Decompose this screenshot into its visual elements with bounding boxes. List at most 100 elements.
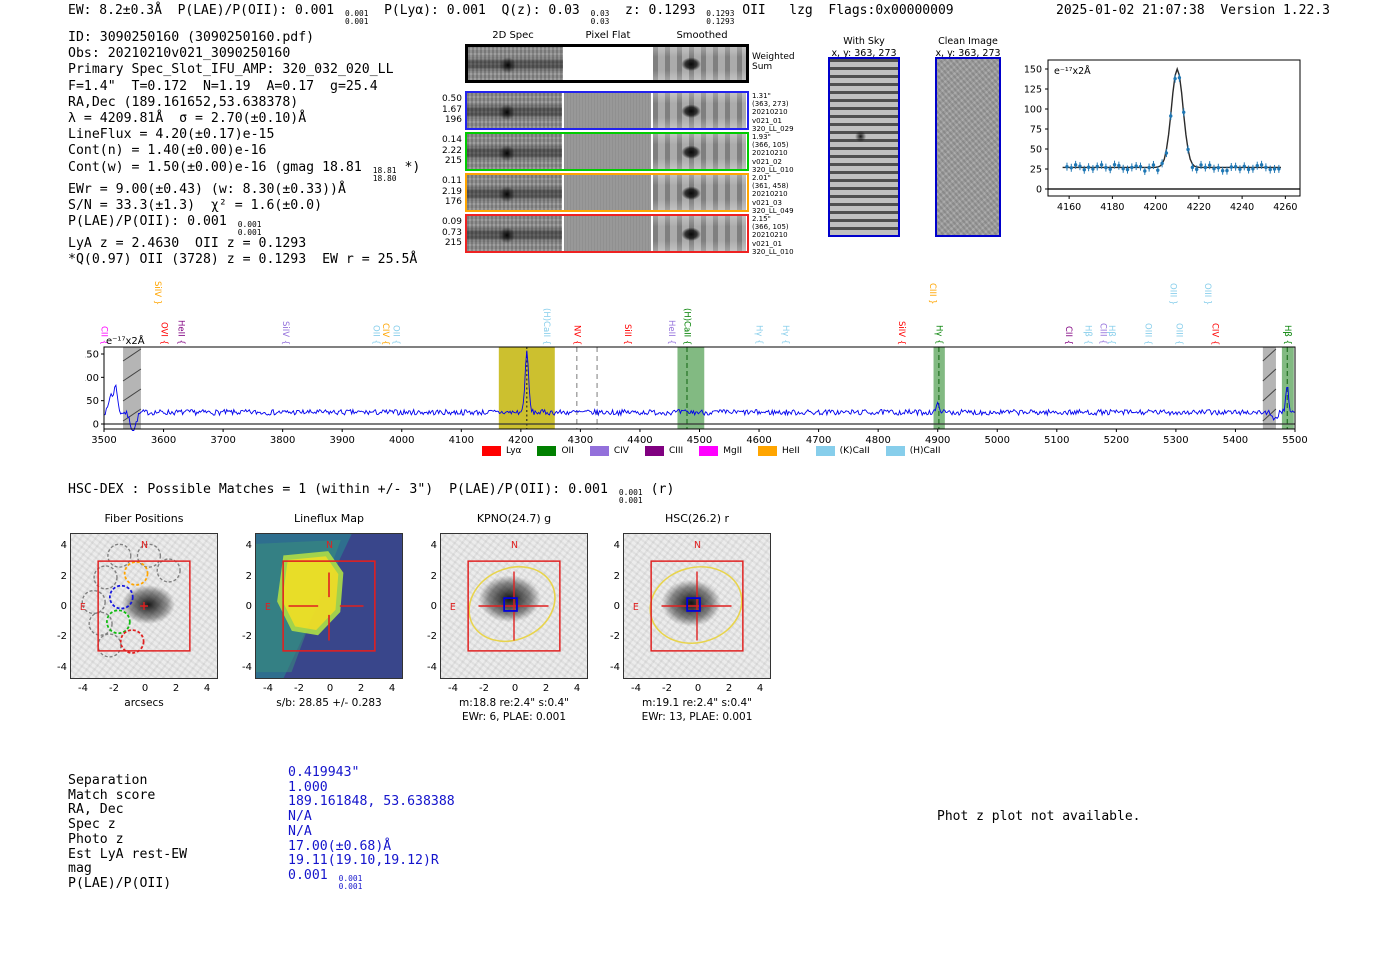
xtick: 4600 [746,435,771,446]
ytick: 50 [1030,145,1042,156]
line-label: SiII { [621,324,632,345]
xtick: 0 [694,683,702,694]
line-label: SiIV } [152,280,163,305]
info-line: Cont(w) = 1.50(±0.00)e-16 (gmag 18.81 18… [68,159,421,183]
meta-line: 320_LL_049 [752,206,794,215]
match-label: mag [68,861,92,877]
catalog-box [503,597,518,612]
xtick: 5300 [1163,435,1188,446]
ytick: -4 [427,661,437,673]
xtick: 4000 [389,435,414,446]
pixel-flat-image [564,47,652,80]
ytick: -2 [242,631,252,643]
info-block: ID: 3090250160 (3090250160.pdf) Obs: 2021… [68,30,420,269]
kpno-captions: m:18.8 re:2.4" s:0.4" EWr: 6, PLAE: 0.001 [414,696,614,724]
xtick: -4 [78,683,88,694]
ytick: 25 [1030,165,1042,176]
caption-line: EWr: 6, PLAE: 0.001 [461,711,567,723]
fiber-row-meta: 1.93" (366, 105) 20210210 v021_02 320_LL_010 [752,133,810,174]
withsky-title: With Sky x, y: 363, 273 [820,36,908,59]
xtick: -2 [109,683,119,694]
lineflux-blob [277,551,344,636]
stacked-uncertainty: 0.03 0.03 [590,9,610,26]
legend-swatch [482,446,501,456]
meta-line: 20210210 [752,108,788,117]
ytick: -4 [242,661,252,673]
line-label: OII { [370,325,381,345]
match-value: 0.419943" [288,765,360,780]
xtick: 4220 [1187,202,1211,213]
line-label: HeII { [175,320,186,345]
main-unit-label: e⁻¹⁷x2Å [106,334,145,347]
xtick: 4240 [1230,202,1254,213]
match-label: P(LAE)/P(OII) [68,875,172,891]
match-label: Est LyA rest-EW [68,846,188,862]
cutout-lineflux-map: Lineflux Map N E 4 2 0 -2 -4 -4 -2 0 2 4 s/b: 28… [235,512,407,709]
info-line: λ = 4209.81Å σ = 2.70(±0.10)Å [68,111,307,127]
caption-line: EWr: 13, PLAE: 0.001 [641,711,753,723]
match-value: N/A [288,823,312,839]
legend-swatch [758,446,778,456]
stacked-uncertainty: 0.1293 0.1293 [706,9,735,26]
legend-item: (H)CaII [885,446,941,456]
clean-image [935,57,1001,237]
compass-north: N [511,540,518,551]
aperture-ellipse [649,566,743,644]
line-label: Hβ { [1106,325,1117,345]
ytick: 50 [86,396,99,407]
smoothed-image [653,47,746,80]
info-line: F=1.4" T=0.172 N=1.19 A=0.17 g=25.4 [68,78,378,94]
meta-line: 20210210 [752,149,788,158]
weight-value: 2.22 [441,145,462,156]
ytick: -2 [57,631,67,643]
ytick: 0 [613,601,620,612]
ytick: -2 [610,631,620,643]
match-value: 1.000 [288,779,328,795]
xtick: 3600 [151,435,176,446]
weight-value: 0.50 [441,94,462,104]
weighted-sum-label: Weighted Sum [752,52,795,72]
ytick: 0 [430,601,437,612]
line-label: OIII { [1173,322,1184,345]
xtick: 0 [326,683,334,694]
lineflux-overlay: N E [256,534,402,678]
crosshair [288,572,364,641]
line-label: OVI { [158,322,169,345]
line-label: Hγ { [753,325,764,345]
line-label: OIII } [1167,282,1178,305]
line-label: SiIV { [280,320,291,345]
match-value: 19.11(19.10,19.12)R [288,853,439,869]
fiber-row-weights: 0.14 2.22 215 [438,135,462,167]
crosshair [661,571,732,641]
caption-line: m:19.1 re:2.4" s:0.4" [642,697,752,709]
meta-line: v021_03 [752,198,782,207]
cutout-title: KPNO(24.7) g [476,512,552,525]
ytick: 100 [1024,105,1042,116]
ytick: 75 [1030,125,1042,136]
line-label: (H)CaII { [681,307,692,345]
info-line: Primary Spec_Slot_IFU_AMP: 320_032_020_L… [68,62,394,78]
xtick: 4300 [568,435,593,446]
spec2d-weighted-row [465,44,749,83]
cutout-hsc-r: HSC(26.2) r N E 4 2 0 -2 -4 -4 -2 0 2 4 m:19.1 r… [603,512,775,723]
xtick: 4800 [865,435,890,446]
legend-item: (K)CaII [815,446,870,456]
info-line: S/N = 33.3(±1.3) χ² = 1.6(±0.0) [68,197,323,213]
xtick: 4 [203,683,211,694]
zoom-unit-label: e⁻¹⁷x2Å [1054,65,1091,77]
match-label: RA, Dec [68,802,124,818]
xtick: 4160 [1057,202,1081,213]
line-label: OIII } [1201,282,1212,305]
legend-label: MgII [723,446,743,456]
compass-east: E [450,602,456,613]
line-fit-zoom-plot: e⁻¹⁷x2Å 0 25 50 75 100 125 150 4160 4180 4200 4220… [1024,59,1301,213]
xtick: -4 [263,683,273,694]
catalog-box [686,597,701,612]
fiber-row-weights: 0.09 0.73 215 [438,217,462,249]
hscdex-heading: HSC-DEX : Possible Matches = 1 (within +… [68,482,675,506]
info-line: Obs: 20210210v021_3090250160 [68,46,291,62]
spec2d-col-title: Smoothed [676,30,728,41]
meta-line: (366, 105) [752,223,789,232]
info-line: RA,Dec (189.161652,53.638378) [68,94,299,110]
meta-line: (363, 273) [752,100,789,109]
